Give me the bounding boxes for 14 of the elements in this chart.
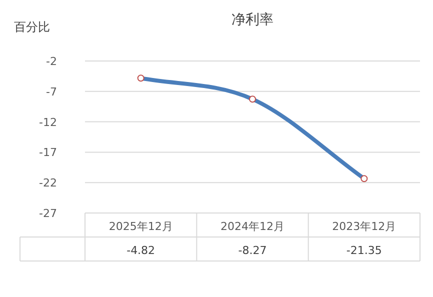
y-tick-label: -7	[46, 85, 57, 98]
y-axis-title: 百分比	[14, 20, 50, 34]
y-tick-label: -27	[39, 207, 57, 220]
data-label: -8.27	[238, 244, 267, 257]
y-tick-label: -2	[46, 55, 57, 68]
x-tick-label: 2024年12月	[220, 220, 284, 233]
y-tick-label: -22	[39, 176, 57, 190]
x-tick-label: 2025年12月	[108, 220, 173, 233]
y-tick-label: -12	[39, 116, 57, 129]
x-tick-label: 2023年12月	[332, 220, 396, 233]
data-label: -4.82	[126, 244, 156, 257]
data-label: -21.35	[346, 244, 382, 257]
y-tick-label: -17	[39, 146, 57, 160]
chart-title: 净利率	[232, 12, 274, 28]
